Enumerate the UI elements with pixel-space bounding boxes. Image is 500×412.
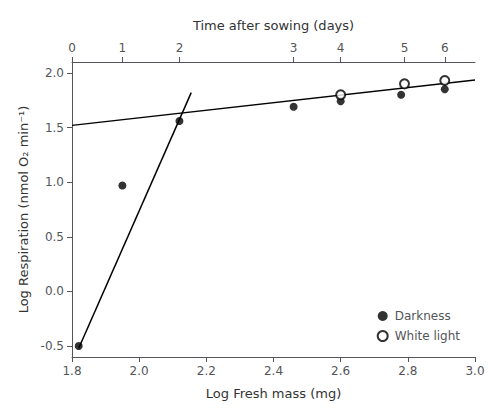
svg-text:2.6: 2.6 — [331, 364, 350, 378]
svg-text:2.0: 2.0 — [45, 66, 64, 80]
svg-text:6: 6 — [441, 41, 449, 55]
svg-text:Log Respiration (nmol O₂ min⁻¹: Log Respiration (nmol O₂ min⁻¹) — [16, 106, 31, 314]
svg-text:4: 4 — [337, 41, 345, 55]
svg-text:0.0: 0.0 — [45, 284, 64, 298]
svg-text:3.0: 3.0 — [465, 364, 484, 378]
svg-text:Log Fresh mass (mg): Log Fresh mass (mg) — [206, 386, 341, 401]
svg-text:1: 1 — [119, 41, 127, 55]
svg-text:2.4: 2.4 — [264, 364, 283, 378]
svg-text:3: 3 — [290, 41, 298, 55]
svg-text:0.5: 0.5 — [45, 230, 64, 244]
svg-text:2.8: 2.8 — [398, 364, 417, 378]
svg-text:1.8: 1.8 — [62, 364, 81, 378]
svg-text:1.5: 1.5 — [45, 121, 64, 135]
svg-text:Time after sowing (days): Time after sowing (days) — [192, 18, 354, 33]
svg-text:White light: White light — [395, 329, 461, 343]
svg-text:2.0: 2.0 — [130, 364, 149, 378]
svg-text:2.2: 2.2 — [197, 364, 216, 378]
svg-text:5: 5 — [401, 41, 409, 55]
svg-text:2: 2 — [176, 41, 184, 55]
svg-text:-0.5: -0.5 — [41, 339, 64, 353]
svg-text:0: 0 — [68, 41, 76, 55]
svg-text:1.0: 1.0 — [45, 175, 64, 189]
svg-text:Darkness: Darkness — [395, 309, 451, 323]
